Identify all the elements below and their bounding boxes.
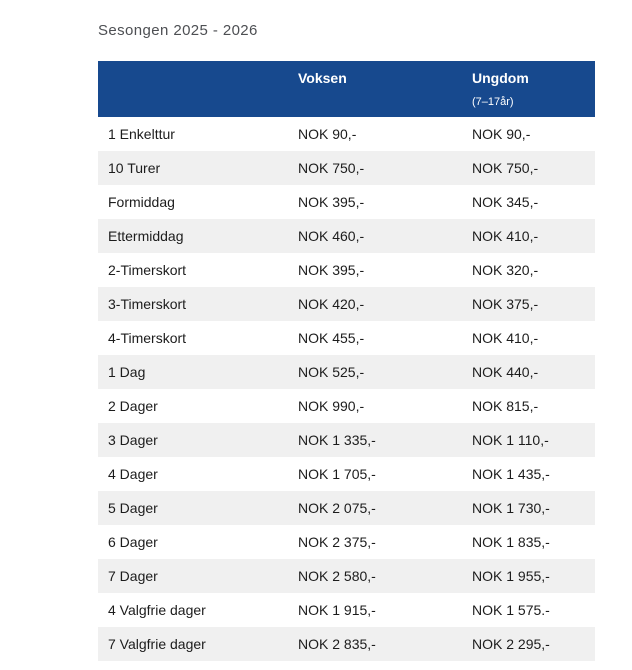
ticket-type-label: 4-Timerskort [108,330,187,346]
table-row: 6 Dager NOK 2 375,- NOK 1 835,- [98,525,595,559]
adult-price: NOK 2 075,- [298,500,376,516]
adult-price: NOK 2 375,- [298,534,376,550]
adult-price: NOK 90,- [298,126,357,142]
adult-price: NOK 2 580,- [298,568,376,584]
ticket-type-label: 6 Dager [108,534,158,550]
table-row: 3 Dager NOK 1 335,- NOK 1 110,- [98,423,595,457]
header-cell-label [98,70,298,117]
ticket-type-label: 7 Dager [108,568,158,584]
adult-price: NOK 2 835,- [298,636,376,652]
youth-price: NOK 815,- [472,398,539,414]
youth-price: NOK 1 110,- [472,432,549,448]
youth-age-note: (7–17år) [472,96,514,108]
youth-price: NOK 410,- [472,228,539,244]
ticket-type-label: 1 Enkelttur [108,126,175,142]
youth-column-title: Ungdom [472,70,529,86]
ticket-type-label: 2-Timerskort [108,262,187,278]
youth-price: NOK 320,- [472,262,539,278]
youth-price: NOK 440,- [472,364,539,380]
youth-price: NOK 1 955,- [472,568,550,584]
youth-price: NOK 1 575.- [472,602,550,618]
header-cell-adult: Voksen [298,70,472,117]
ticket-type-label: 10 Turer [108,160,161,176]
table-row: 1 Enkelttur NOK 90,- NOK 90,- [98,117,595,151]
adult-price: NOK 750,- [298,160,365,176]
table-row: 2 Dager NOK 990,- NOK 815,- [98,389,595,423]
adult-price: NOK 420,- [298,296,365,312]
adult-price: NOK 525,- [298,364,365,380]
ticket-type-label: Formiddag [108,194,175,210]
ticket-type-label: 5 Dager [108,500,158,516]
ticket-type-label: 3 Dager [108,432,158,448]
table-row: 10 Turer NOK 750,- NOK 750,- [98,151,595,185]
ticket-type-label: 7 Valgfrie dager [108,636,206,652]
adult-price: NOK 1 335,- [298,432,376,448]
ticket-type-label: 3-Timerskort [108,296,187,312]
table-row: 2-Timerskort NOK 395,- NOK 320,- [98,253,595,287]
youth-price: NOK 375,- [472,296,539,312]
youth-price: NOK 750,- [472,160,539,176]
adult-price: NOK 990,- [298,398,365,414]
ticket-type-label: 4 Dager [108,466,158,482]
youth-price: NOK 90,- [472,126,531,142]
youth-price: NOK 2 295,- [472,636,550,652]
youth-price: NOK 1 835,- [472,534,550,550]
ticket-type-label: 1 Dag [108,364,146,380]
adult-price: NOK 1 915,- [298,602,376,618]
table-row: 5 Dager NOK 2 075,- NOK 1 730,- [98,491,595,525]
youth-price: NOK 1 730,- [472,500,550,516]
adult-price: NOK 455,- [298,330,365,346]
table-row: 4-Timerskort NOK 455,- NOK 410,- [98,321,595,355]
youth-price: NOK 1 435,- [472,466,550,482]
adult-price: NOK 1 705,- [298,466,376,482]
table-row: 7 Dager NOK 2 580,- NOK 1 955,- [98,559,595,593]
table-header: Voksen Ungdom (7–17år) [98,61,595,117]
header-cell-youth: Ungdom (7–17år) [472,70,595,117]
table-row: 4 Valgfrie dager NOK 1 915,- NOK 1 575.- [98,593,595,627]
ticket-type-label: Ettermiddag [108,228,184,244]
youth-price: NOK 410,- [472,330,539,346]
ticket-type-label: 4 Valgfrie dager [108,602,206,618]
table-row: 3-Timerskort NOK 420,- NOK 375,- [98,287,595,321]
table-row: 4 Dager NOK 1 705,- NOK 1 435,- [98,457,595,491]
youth-price: NOK 345,- [472,194,539,210]
adult-price: NOK 395,- [298,262,365,278]
adult-column-title: Voksen [298,70,347,86]
ticket-type-label: 2 Dager [108,398,158,414]
adult-price: NOK 395,- [298,194,365,210]
adult-price: NOK 460,- [298,228,365,244]
table-row: 1 Dag NOK 525,- NOK 440,- [98,355,595,389]
page-title: Sesongen 2025 - 2026 [98,22,258,39]
price-table: Voksen Ungdom (7–17år) 1 Enkelttur NOK 9… [98,61,595,661]
table-row: Formiddag NOK 395,- NOK 345,- [98,185,595,219]
table-row: 7 Valgfrie dager NOK 2 835,- NOK 2 295,- [98,627,595,661]
table-row: Ettermiddag NOK 460,- NOK 410,- [98,219,595,253]
